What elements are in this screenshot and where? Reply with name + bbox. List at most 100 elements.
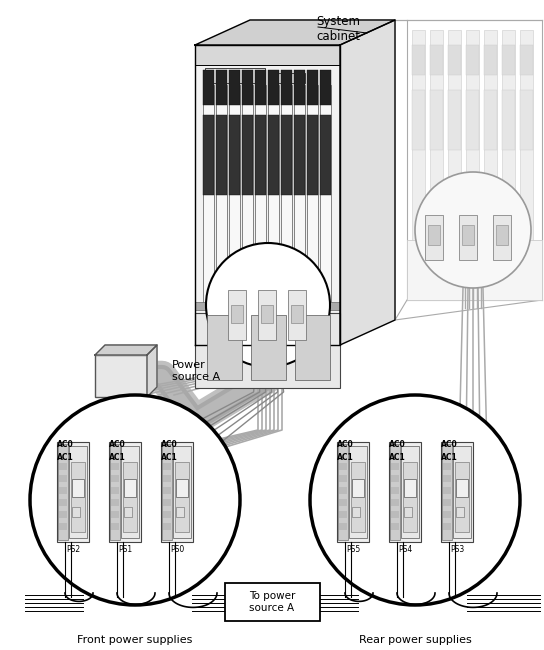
Bar [59, 511, 67, 518]
Bar [275, 73, 305, 83]
Bar [412, 90, 425, 150]
Bar [339, 499, 347, 506]
Text: AC1: AC1 [337, 453, 354, 462]
Bar [59, 487, 67, 494]
Polygon shape [95, 345, 157, 355]
Bar [484, 30, 497, 290]
Bar [58, 444, 68, 540]
Bar [231, 305, 243, 323]
Bar [162, 444, 172, 540]
Bar [389, 442, 421, 542]
Bar [242, 70, 253, 105]
Bar [403, 462, 417, 532]
Bar [401, 446, 419, 538]
Bar [391, 523, 399, 530]
Bar [111, 511, 119, 518]
Bar [441, 442, 473, 542]
Bar [255, 70, 266, 105]
Bar [430, 30, 443, 290]
Bar [195, 302, 340, 310]
Bar [502, 90, 515, 150]
Bar [195, 313, 340, 388]
Bar [281, 115, 292, 195]
Bar [195, 45, 340, 65]
Bar [428, 225, 440, 245]
Bar [69, 446, 87, 538]
Bar [124, 507, 132, 517]
Bar [72, 479, 84, 497]
Bar [391, 463, 399, 470]
Bar [339, 475, 347, 482]
Bar [351, 462, 365, 532]
Bar [453, 446, 471, 538]
Bar [124, 479, 136, 497]
Bar [339, 523, 347, 530]
Text: PS3: PS3 [450, 545, 464, 554]
Bar [307, 85, 318, 305]
Bar [520, 90, 533, 150]
Text: AC0: AC0 [441, 440, 458, 449]
Circle shape [30, 395, 240, 605]
Text: PS2: PS2 [66, 545, 80, 554]
Text: PS5: PS5 [346, 545, 360, 554]
Bar [442, 444, 452, 540]
Bar [268, 70, 279, 105]
Text: Power
source A: Power source A [172, 360, 220, 382]
Bar [176, 507, 184, 517]
Bar [59, 475, 67, 482]
Bar [337, 442, 369, 542]
Bar [281, 85, 292, 305]
Bar [456, 479, 468, 497]
Bar [307, 115, 318, 195]
Bar [163, 487, 171, 494]
Bar [288, 290, 306, 340]
Bar [95, 355, 147, 397]
Bar [352, 507, 360, 517]
Bar [520, 45, 533, 75]
Bar [412, 45, 425, 75]
Bar [443, 475, 451, 482]
Bar [339, 511, 347, 518]
Polygon shape [195, 45, 340, 345]
Bar [268, 85, 279, 305]
Bar [207, 315, 242, 380]
Bar [390, 444, 400, 540]
Bar [496, 225, 508, 245]
Bar [456, 507, 464, 517]
Text: AC1: AC1 [161, 453, 178, 462]
Bar [443, 487, 451, 494]
Polygon shape [340, 20, 395, 345]
Bar [281, 70, 292, 105]
Bar [216, 70, 227, 105]
Bar [502, 45, 515, 75]
Bar [123, 462, 137, 532]
Bar [443, 511, 451, 518]
Bar [307, 70, 318, 105]
Bar [59, 463, 67, 470]
Bar [173, 446, 191, 538]
Bar [121, 446, 139, 538]
Bar [294, 70, 305, 105]
Circle shape [310, 395, 520, 605]
Bar [404, 479, 416, 497]
Bar [216, 85, 227, 305]
Bar [176, 479, 188, 497]
Bar [466, 45, 479, 75]
Bar [255, 115, 266, 195]
Text: AC1: AC1 [109, 453, 126, 462]
Bar [291, 305, 303, 323]
Bar [59, 499, 67, 506]
Bar [430, 45, 443, 75]
Bar [258, 290, 276, 340]
Bar [111, 463, 119, 470]
Bar [352, 479, 364, 497]
Bar [109, 442, 141, 542]
Text: AC1: AC1 [389, 453, 406, 462]
Bar [242, 115, 253, 195]
Bar [225, 583, 320, 621]
Bar [493, 215, 511, 260]
Bar [448, 90, 461, 150]
Polygon shape [147, 345, 157, 397]
Circle shape [206, 243, 330, 367]
Bar [205, 68, 265, 83]
